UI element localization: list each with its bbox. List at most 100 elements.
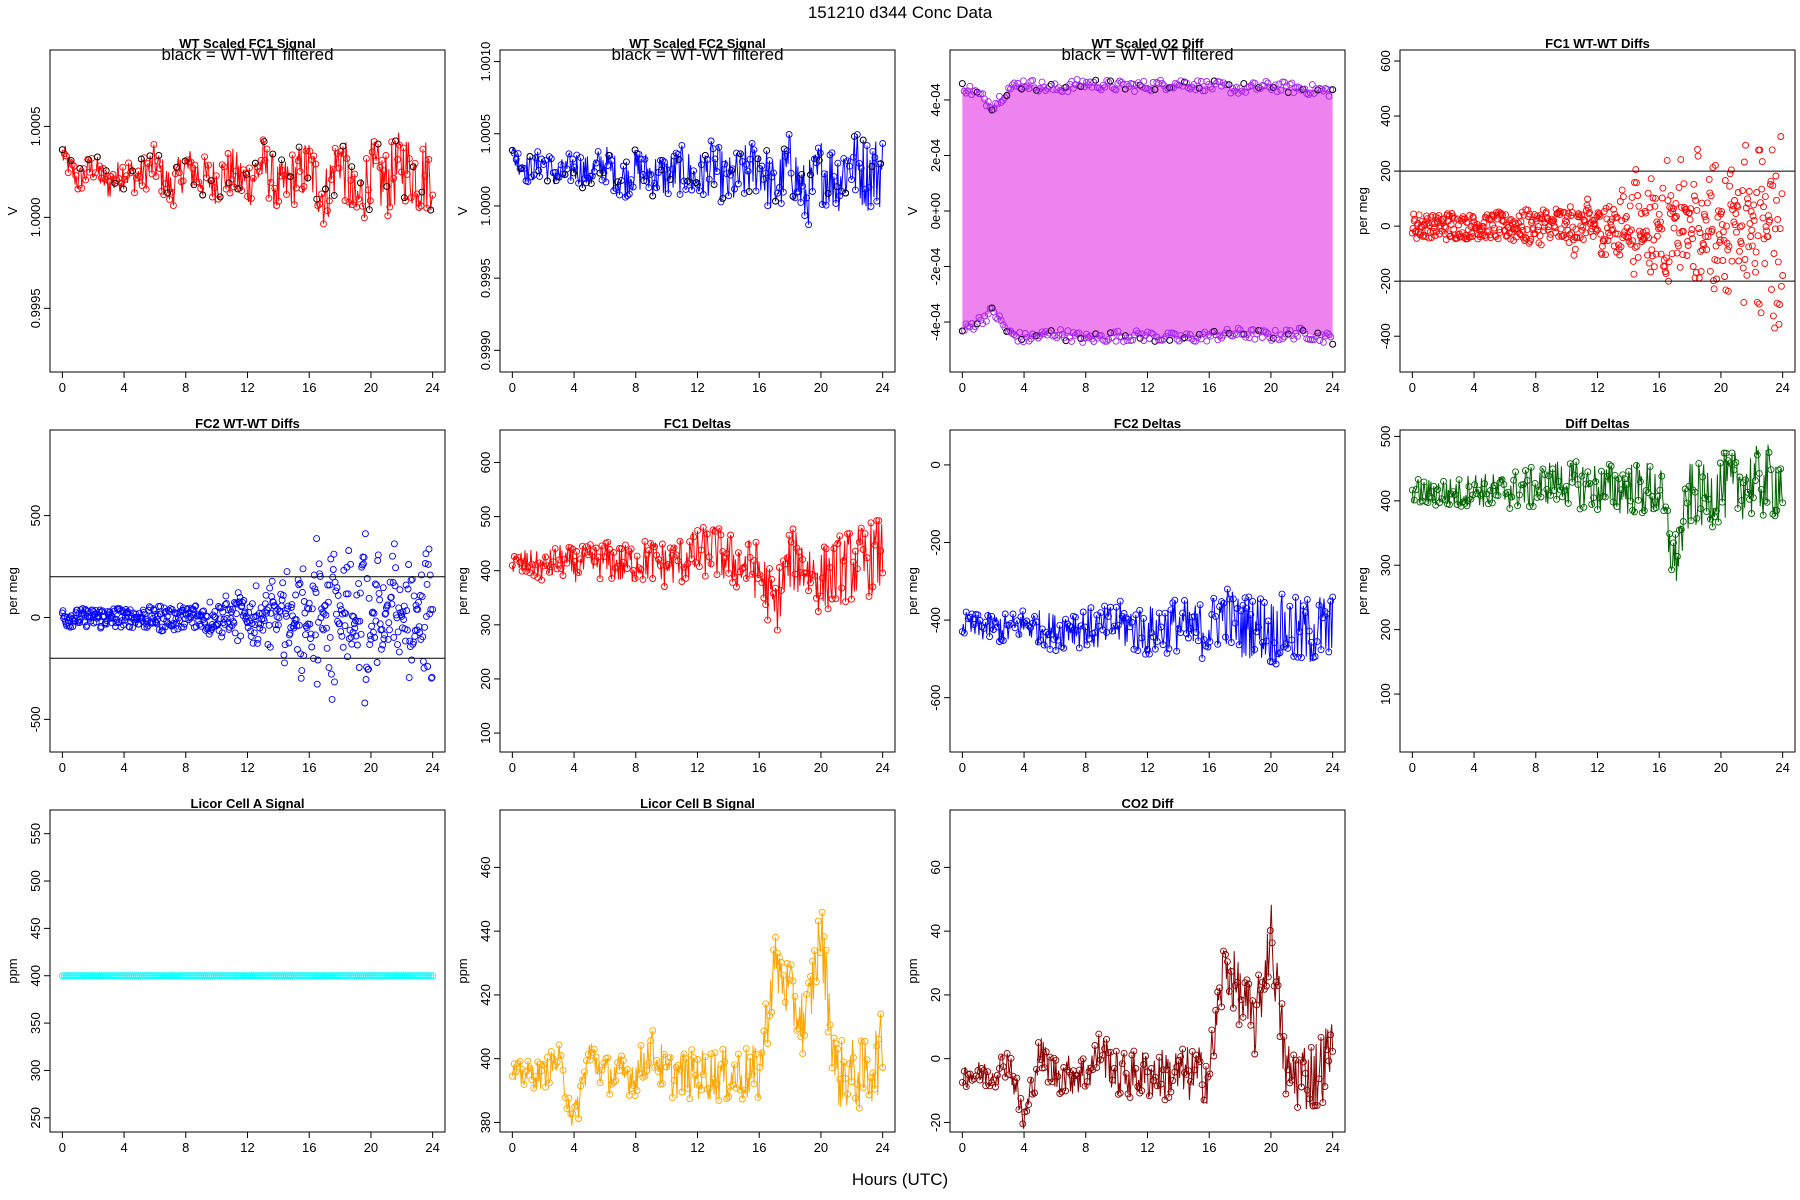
data-point xyxy=(257,157,265,164)
data-point xyxy=(1264,973,1272,981)
y-tick-label: -2e-04 xyxy=(928,248,943,286)
data-point xyxy=(218,161,226,169)
data-point xyxy=(1015,630,1023,638)
data-point xyxy=(1085,635,1093,643)
y-tick-label: -20 xyxy=(928,1113,943,1132)
data-point xyxy=(1175,1057,1183,1064)
data-point xyxy=(733,1084,740,1092)
x-tick-label: 20 xyxy=(1264,380,1278,395)
data-point xyxy=(1440,477,1447,485)
data-point xyxy=(1734,189,1742,196)
data-point xyxy=(1097,1056,1105,1064)
data-point xyxy=(1749,212,1757,220)
data-point xyxy=(682,1055,690,1063)
series-line xyxy=(61,132,434,224)
data-point xyxy=(960,629,968,637)
data-point xyxy=(678,141,686,149)
data-point xyxy=(1732,459,1740,466)
data-point xyxy=(1632,179,1640,187)
data-point xyxy=(643,551,651,559)
data-point xyxy=(725,569,733,577)
filtered-point xyxy=(330,191,338,199)
data-point xyxy=(1766,216,1774,224)
data-point xyxy=(1194,77,1201,85)
data-point xyxy=(1611,471,1619,479)
data-point xyxy=(777,587,785,595)
data-point xyxy=(1258,334,1266,341)
data-point xyxy=(1561,217,1569,225)
y-tick-label: 100 xyxy=(478,722,493,744)
data-point xyxy=(1014,337,1022,345)
data-point xyxy=(298,588,306,596)
data-point xyxy=(1710,285,1718,293)
panel-annotation: black = WT-WT filtered xyxy=(611,45,783,64)
data-point xyxy=(394,641,401,649)
data-point xyxy=(1042,1048,1050,1056)
data-point xyxy=(1262,328,1270,336)
data-point xyxy=(1428,234,1435,242)
data-point xyxy=(1598,250,1606,258)
data-point xyxy=(1184,84,1192,92)
data-point xyxy=(540,1060,547,1068)
data-point xyxy=(1689,486,1697,494)
data-point xyxy=(1286,602,1294,610)
y-tick-label: 300 xyxy=(1378,554,1393,576)
data-point xyxy=(313,535,321,543)
filtered-point xyxy=(859,136,867,144)
data-point xyxy=(359,202,366,210)
data-point xyxy=(1652,504,1660,512)
y-tick-label: 60 xyxy=(928,860,943,874)
data-point xyxy=(1001,610,1009,618)
data-point xyxy=(822,946,830,954)
data-point xyxy=(421,623,429,631)
data-point xyxy=(1303,596,1311,604)
data-point xyxy=(861,185,869,193)
data-point xyxy=(834,159,842,167)
data-point xyxy=(1494,235,1502,243)
data-point xyxy=(584,174,592,182)
data-point xyxy=(1054,636,1062,644)
filtered-point xyxy=(868,163,876,170)
data-point xyxy=(822,201,830,209)
data-point xyxy=(174,625,182,633)
data-point xyxy=(968,1076,976,1084)
data-point xyxy=(1644,251,1651,259)
x-tick-label: 20 xyxy=(1714,380,1728,395)
data-point xyxy=(1036,1056,1044,1064)
filtered-point xyxy=(561,171,569,179)
data-point xyxy=(1126,623,1134,631)
x-tick-label: 8 xyxy=(182,380,189,395)
data-point xyxy=(1290,652,1298,660)
plot-area xyxy=(508,131,887,229)
data-point xyxy=(1255,971,1263,979)
data-point xyxy=(867,519,875,527)
data-point xyxy=(731,573,738,581)
data-point xyxy=(1025,1101,1033,1109)
data-point xyxy=(783,960,791,967)
data-point xyxy=(1040,641,1048,649)
data-point xyxy=(680,1050,688,1058)
y-tick-label: 200 xyxy=(1378,160,1393,182)
data-point xyxy=(565,150,573,158)
data-point xyxy=(1298,1083,1305,1091)
data-point xyxy=(1238,87,1246,95)
data-point xyxy=(649,1027,657,1035)
data-point xyxy=(83,621,91,629)
data-point xyxy=(986,633,994,641)
data-point xyxy=(1325,1057,1333,1065)
data-point xyxy=(368,148,376,156)
data-point xyxy=(333,584,341,592)
plot-area xyxy=(508,908,887,1126)
data-point xyxy=(248,620,256,628)
data-point xyxy=(1429,228,1437,235)
data-point xyxy=(119,607,127,615)
data-point xyxy=(418,571,425,579)
data-point xyxy=(1770,250,1778,257)
data-point xyxy=(1329,593,1337,601)
filtered-point xyxy=(833,183,841,191)
filtered-point xyxy=(304,174,312,182)
data-point xyxy=(1486,487,1494,495)
data-point xyxy=(1447,490,1455,498)
data-point xyxy=(1223,325,1231,333)
data-point xyxy=(579,542,586,550)
